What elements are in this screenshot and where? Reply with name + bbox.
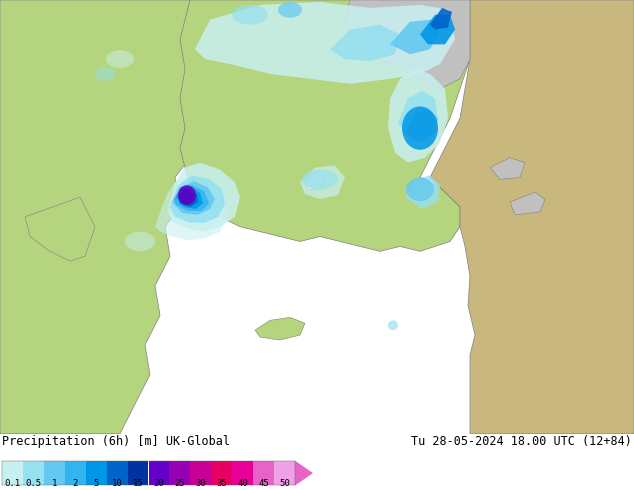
Text: 45: 45 — [258, 479, 269, 489]
Bar — [2, 461, 23, 486]
Polygon shape — [0, 0, 210, 434]
Polygon shape — [25, 197, 95, 261]
Polygon shape — [430, 8, 452, 29]
Text: 25: 25 — [174, 479, 185, 489]
Polygon shape — [179, 188, 194, 204]
Text: 0.5: 0.5 — [25, 479, 41, 489]
Polygon shape — [295, 461, 313, 486]
Text: 2: 2 — [72, 479, 78, 489]
Ellipse shape — [232, 5, 268, 24]
Polygon shape — [174, 185, 209, 211]
Bar — [169, 461, 190, 486]
Polygon shape — [330, 24, 400, 61]
Polygon shape — [170, 175, 225, 223]
Bar — [274, 461, 295, 486]
Ellipse shape — [125, 232, 155, 251]
Ellipse shape — [402, 106, 438, 150]
Text: Precipitation (6h) [m] UK-Global: Precipitation (6h) [m] UK-Global — [2, 435, 230, 448]
Bar — [86, 461, 107, 486]
Bar — [23, 461, 44, 486]
Polygon shape — [405, 108, 438, 143]
Text: 50: 50 — [279, 479, 290, 489]
Polygon shape — [420, 15, 455, 45]
Text: 15: 15 — [133, 479, 143, 489]
Text: 0.1: 0.1 — [4, 479, 20, 489]
Polygon shape — [176, 187, 203, 209]
Bar — [232, 461, 253, 486]
Ellipse shape — [302, 170, 338, 189]
Text: Tu 28-05-2024 18.00 UTC (12+84): Tu 28-05-2024 18.00 UTC (12+84) — [411, 435, 632, 448]
Bar — [253, 461, 274, 486]
Bar — [211, 461, 232, 486]
Polygon shape — [168, 163, 240, 232]
Polygon shape — [300, 166, 345, 199]
Bar — [2, 461, 295, 486]
Ellipse shape — [106, 50, 134, 68]
Ellipse shape — [178, 185, 196, 205]
Polygon shape — [430, 0, 634, 434]
Polygon shape — [178, 188, 198, 207]
Bar — [44, 461, 65, 486]
Text: 35: 35 — [216, 479, 227, 489]
Text: 20: 20 — [153, 479, 164, 489]
Bar — [127, 461, 148, 486]
Ellipse shape — [95, 67, 115, 81]
Text: 5: 5 — [93, 479, 99, 489]
Text: 40: 40 — [237, 479, 248, 489]
Polygon shape — [172, 181, 215, 215]
Ellipse shape — [388, 320, 398, 330]
Polygon shape — [195, 2, 455, 84]
Text: 10: 10 — [112, 479, 122, 489]
Polygon shape — [180, 0, 470, 251]
Bar — [148, 461, 169, 486]
Polygon shape — [255, 318, 305, 340]
Polygon shape — [510, 192, 545, 215]
Bar — [65, 461, 86, 486]
Polygon shape — [305, 172, 325, 189]
Bar — [190, 461, 211, 486]
Text: 30: 30 — [195, 479, 206, 489]
Polygon shape — [398, 91, 438, 140]
Polygon shape — [490, 158, 525, 179]
Ellipse shape — [406, 177, 434, 201]
Text: 1: 1 — [51, 479, 57, 489]
Polygon shape — [405, 175, 440, 209]
Polygon shape — [388, 69, 448, 163]
Polygon shape — [345, 0, 470, 89]
Ellipse shape — [278, 2, 302, 18]
Polygon shape — [390, 20, 440, 54]
Bar — [107, 461, 127, 486]
Polygon shape — [155, 177, 228, 241]
